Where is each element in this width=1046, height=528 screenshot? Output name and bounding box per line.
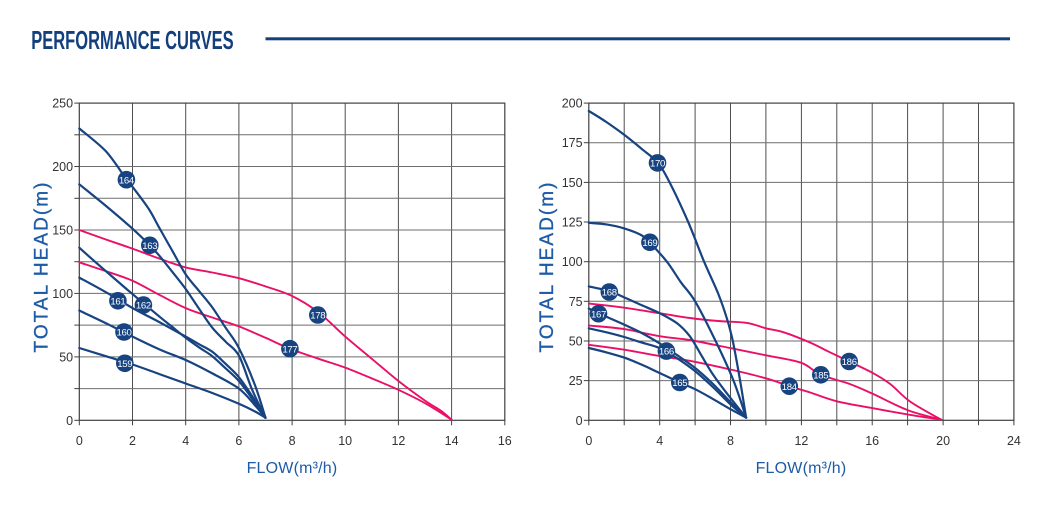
svg-text:8: 8	[727, 434, 734, 448]
svg-text:0: 0	[585, 434, 592, 448]
svg-text:200: 200	[52, 160, 73, 174]
svg-text:PERFORMANCE CURVES: PERFORMANCE CURVES	[31, 26, 233, 54]
svg-text:166: 166	[659, 347, 674, 358]
svg-text:150: 150	[52, 224, 73, 238]
svg-text:125: 125	[562, 216, 583, 230]
svg-text:12: 12	[391, 434, 405, 448]
svg-text:16: 16	[865, 434, 879, 448]
svg-text:4: 4	[182, 434, 189, 448]
svg-text:162: 162	[136, 301, 151, 312]
svg-text:TOTAL HEAD(m): TOTAL HEAD(m)	[32, 181, 53, 353]
svg-text:170: 170	[650, 159, 665, 170]
svg-text:164: 164	[119, 175, 135, 186]
svg-text:160: 160	[116, 328, 131, 339]
svg-text:0: 0	[76, 434, 83, 448]
svg-text:24: 24	[1007, 434, 1021, 448]
svg-text:200: 200	[562, 97, 583, 111]
svg-text:10: 10	[338, 434, 352, 448]
svg-text:20: 20	[936, 434, 950, 448]
svg-text:12: 12	[794, 434, 808, 448]
svg-text:50: 50	[59, 350, 73, 364]
svg-text:100: 100	[562, 255, 583, 269]
svg-text:163: 163	[142, 241, 157, 252]
svg-text:0: 0	[576, 414, 583, 428]
svg-text:FLOW(m³/h): FLOW(m³/h)	[756, 460, 847, 477]
svg-text:178: 178	[310, 311, 325, 322]
svg-text:2: 2	[129, 434, 136, 448]
svg-text:16: 16	[498, 434, 512, 448]
svg-text:25: 25	[569, 374, 583, 388]
svg-text:185: 185	[813, 370, 828, 381]
svg-text:165: 165	[672, 378, 687, 389]
svg-text:FLOW(m³/h): FLOW(m³/h)	[247, 460, 338, 477]
svg-text:159: 159	[117, 359, 132, 370]
svg-text:8: 8	[289, 434, 296, 448]
svg-text:100: 100	[52, 287, 73, 301]
svg-text:167: 167	[591, 309, 606, 320]
svg-text:177: 177	[282, 344, 297, 355]
svg-text:6: 6	[235, 434, 242, 448]
svg-text:250: 250	[52, 97, 73, 111]
svg-text:150: 150	[562, 176, 583, 190]
svg-text:14: 14	[445, 434, 459, 448]
svg-text:4: 4	[656, 434, 663, 448]
svg-text:0: 0	[66, 414, 73, 428]
svg-text:186: 186	[842, 357, 857, 368]
svg-text:50: 50	[569, 335, 583, 349]
svg-text:175: 175	[562, 136, 583, 150]
svg-text:75: 75	[569, 295, 583, 309]
svg-text:168: 168	[602, 288, 617, 299]
svg-text:TOTAL HEAD(m): TOTAL HEAD(m)	[537, 181, 558, 353]
svg-text:161: 161	[110, 296, 125, 307]
svg-text:184: 184	[782, 382, 798, 393]
svg-text:169: 169	[642, 238, 657, 249]
